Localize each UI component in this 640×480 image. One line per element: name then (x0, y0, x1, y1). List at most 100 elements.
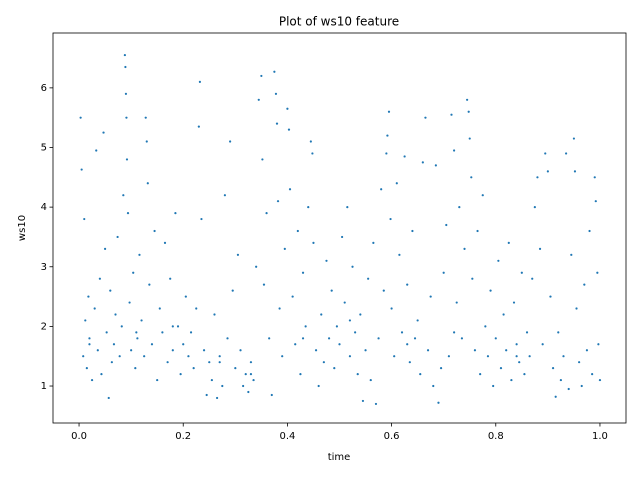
point (314, 349, 318, 352)
point (226, 337, 229, 340)
point (467, 110, 470, 113)
point (84, 319, 87, 322)
point (273, 70, 276, 73)
point (107, 396, 110, 400)
point (124, 65, 127, 69)
point (442, 271, 445, 274)
point (354, 331, 357, 334)
point (419, 373, 422, 376)
point (124, 92, 128, 95)
point (93, 307, 96, 310)
point (304, 325, 307, 328)
point (567, 387, 570, 391)
point (434, 164, 437, 167)
point (102, 131, 105, 134)
point (229, 140, 232, 143)
point (125, 116, 128, 119)
x-tick-label: 0.4 (279, 431, 295, 442)
point (348, 355, 352, 358)
point (301, 337, 305, 340)
point (489, 289, 492, 292)
x-tick-label: 0.8 (488, 431, 504, 442)
point (221, 384, 224, 388)
point (557, 331, 560, 334)
point (512, 301, 516, 304)
point (541, 343, 544, 346)
point (426, 349, 430, 352)
point (169, 277, 172, 280)
point (432, 384, 435, 388)
point (505, 349, 508, 352)
point (171, 349, 174, 352)
point (205, 393, 208, 397)
y-tick-label: 3 (41, 262, 47, 273)
point (523, 373, 526, 376)
point (110, 361, 113, 364)
point (484, 325, 487, 328)
point (218, 361, 221, 364)
point (122, 194, 125, 197)
point (390, 307, 393, 310)
point (421, 161, 424, 164)
point (445, 223, 448, 227)
point (320, 313, 323, 316)
point (359, 313, 362, 316)
point (109, 289, 112, 292)
point (348, 319, 352, 322)
point (520, 271, 523, 274)
point (551, 367, 555, 370)
point (95, 149, 98, 152)
point (596, 271, 599, 274)
point (197, 125, 200, 128)
point (281, 355, 284, 358)
point (393, 355, 396, 358)
point (406, 343, 409, 346)
point (200, 217, 203, 221)
y-tick-label: 5 (41, 142, 47, 153)
point (528, 355, 531, 358)
point (307, 206, 310, 209)
point (327, 337, 331, 340)
point (593, 176, 596, 179)
point (202, 349, 206, 352)
point (163, 241, 167, 245)
point (531, 277, 534, 280)
point (286, 107, 289, 110)
point (575, 307, 578, 310)
point (85, 367, 88, 370)
point (364, 349, 367, 352)
point (301, 271, 305, 274)
point (132, 271, 135, 274)
point (386, 134, 389, 137)
point (585, 349, 589, 352)
point (374, 402, 378, 406)
point (120, 325, 123, 328)
point (549, 295, 552, 298)
point (437, 401, 440, 404)
point (144, 116, 147, 119)
point (96, 349, 99, 352)
point (223, 194, 226, 197)
point (184, 295, 187, 298)
point (291, 295, 294, 298)
point (494, 337, 497, 340)
point (515, 355, 518, 358)
point (145, 140, 148, 143)
point (166, 361, 169, 364)
point (103, 247, 107, 250)
point (80, 168, 83, 171)
point (88, 337, 91, 340)
point (499, 367, 503, 370)
point (510, 378, 513, 382)
point (236, 253, 240, 256)
point (278, 307, 281, 310)
point (161, 331, 164, 334)
point (338, 343, 341, 346)
point (479, 373, 482, 376)
point (439, 367, 443, 370)
point (317, 384, 320, 388)
point (455, 301, 458, 304)
y-tick-label: 2 (41, 321, 47, 332)
point (287, 128, 291, 131)
point (153, 229, 156, 233)
